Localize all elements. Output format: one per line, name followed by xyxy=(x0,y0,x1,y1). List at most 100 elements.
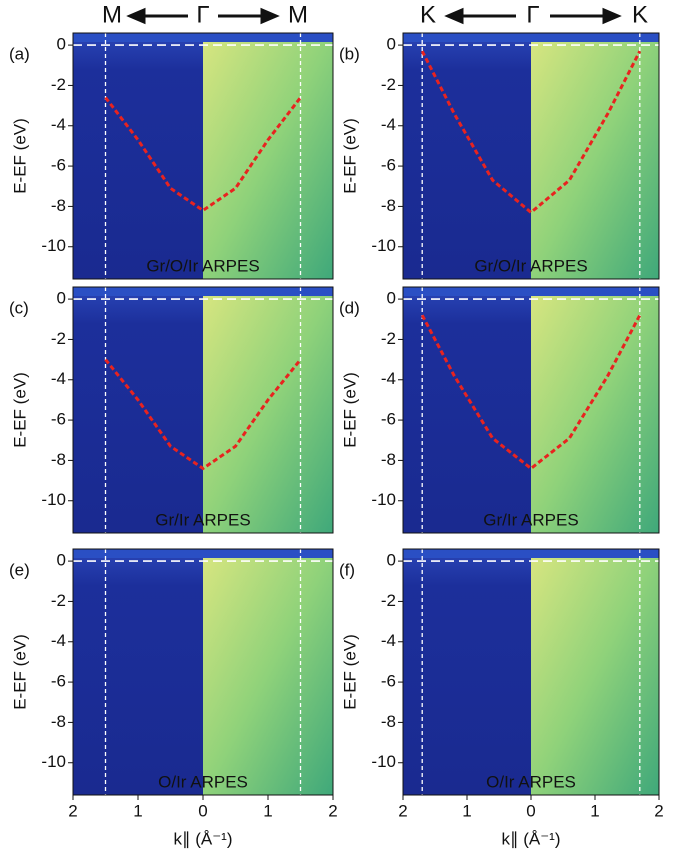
header-label: Γ xyxy=(526,1,539,28)
fit-curve xyxy=(104,96,302,213)
y-axis-label: E-EF (eV) xyxy=(10,118,29,194)
fit-curve xyxy=(104,358,302,471)
x-tick-label: 1 xyxy=(462,801,471,820)
y-tick-label: -10 xyxy=(41,236,66,255)
y-axis-label: E-EF (eV) xyxy=(10,372,29,448)
frame xyxy=(402,286,660,534)
y-axis-label: E-EF (eV) xyxy=(340,118,359,194)
frame xyxy=(72,286,334,534)
y-tick-label: -6 xyxy=(51,410,66,429)
intensity-left xyxy=(403,549,531,795)
intensity-top xyxy=(73,33,333,42)
y-tick-label: -10 xyxy=(371,490,396,509)
intensity-right xyxy=(203,33,333,279)
x-tick-label: 1 xyxy=(263,801,272,820)
fit-curve xyxy=(420,50,642,215)
y-tick-label: -8 xyxy=(51,712,66,731)
y-tick-label: -4 xyxy=(381,631,396,650)
header-label: Γ xyxy=(196,1,209,28)
annotation: Gr/Ir ARPES xyxy=(483,510,578,529)
y-axis-label: E-EF (eV) xyxy=(340,372,359,448)
x-tick-label: 2 xyxy=(68,801,77,820)
panel-label: (d) xyxy=(339,298,360,317)
panel-label: (a) xyxy=(9,44,30,63)
y-tick-label: -2 xyxy=(381,591,396,610)
y-tick-label: 0 xyxy=(57,551,66,570)
y-tick-label: -10 xyxy=(41,752,66,771)
intensity-left xyxy=(403,33,531,279)
annotation: O/Ir ARPES xyxy=(158,772,248,791)
y-tick-label: -8 xyxy=(51,450,66,469)
y-tick-label: -2 xyxy=(51,329,66,348)
y-tick-label: 0 xyxy=(57,289,66,308)
y-tick-label: -2 xyxy=(381,329,396,348)
y-tick-label: -4 xyxy=(381,115,396,134)
x-axis-label: k∥ (Å⁻¹) xyxy=(173,829,232,848)
intensity-left xyxy=(73,33,203,279)
annotation: Gr/Ir ARPES xyxy=(155,510,250,529)
intensity-top xyxy=(403,549,659,558)
x-tick-label: 2 xyxy=(654,801,663,820)
y-tick-label: -4 xyxy=(381,369,396,388)
y-tick-label: -6 xyxy=(381,410,396,429)
header-arrows xyxy=(126,7,622,25)
y-tick-label: -2 xyxy=(51,591,66,610)
x-tick-label: 2 xyxy=(328,801,337,820)
y-axis-label: E-EF (eV) xyxy=(10,634,29,710)
x-tick-label: 1 xyxy=(590,801,599,820)
y-tick-label: -4 xyxy=(51,631,66,650)
y-tick-label: -6 xyxy=(51,156,66,175)
y-tick-label: -10 xyxy=(41,490,66,509)
y-tick-label: 0 xyxy=(387,35,396,54)
intensity-top xyxy=(403,287,659,296)
fit-curve xyxy=(420,314,642,471)
y-tick-label: -8 xyxy=(51,196,66,215)
y-tick-label: 0 xyxy=(387,289,396,308)
y-tick-label: 0 xyxy=(387,551,396,570)
intensity-right xyxy=(531,549,659,795)
intensity-right xyxy=(203,287,333,533)
panel-label: (f) xyxy=(339,560,355,579)
panel-label: (b) xyxy=(339,44,360,63)
frame xyxy=(72,32,334,280)
annotation: O/Ir ARPES xyxy=(486,772,576,791)
x-axis-label: k∥ (Å⁻¹) xyxy=(501,829,560,848)
frame xyxy=(402,32,660,280)
y-tick-label: -2 xyxy=(381,75,396,94)
y-tick-label: -8 xyxy=(381,450,396,469)
y-tick-label: -10 xyxy=(371,236,396,255)
header-label: M xyxy=(288,1,308,28)
x-tick-label: 0 xyxy=(526,801,535,820)
y-tick-label: -6 xyxy=(51,672,66,691)
annotation: Gr/O/Ir ARPES xyxy=(146,256,259,275)
y-tick-label: -6 xyxy=(381,672,396,691)
intensity-left xyxy=(403,287,531,533)
y-axis-label: E-EF (eV) xyxy=(340,634,359,710)
x-tick-label: 0 xyxy=(198,801,207,820)
x-tick-label: 2 xyxy=(398,801,407,820)
y-tick-label: -4 xyxy=(51,369,66,388)
y-tick-label: -10 xyxy=(371,752,396,771)
intensity-top xyxy=(73,287,333,296)
intensity-right xyxy=(203,549,333,795)
intensity-right xyxy=(531,33,659,279)
intensity-top xyxy=(403,33,659,42)
y-tick-label: 0 xyxy=(57,35,66,54)
header-label: K xyxy=(420,1,436,28)
annotation: Gr/O/Ir ARPES xyxy=(474,256,587,275)
y-tick-label: -4 xyxy=(51,115,66,134)
y-tick-label: -2 xyxy=(51,75,66,94)
x-tick-label: 1 xyxy=(133,801,142,820)
panel-label: (e) xyxy=(9,560,30,579)
intensity-left xyxy=(73,549,203,795)
y-tick-label: -8 xyxy=(381,196,396,215)
y-tick-label: -8 xyxy=(381,712,396,731)
header-label: M xyxy=(102,1,122,28)
y-tick-label: -6 xyxy=(381,156,396,175)
intensity-right xyxy=(531,287,659,533)
panel-label: (c) xyxy=(9,298,29,317)
intensity-top xyxy=(73,549,333,558)
intensity-left xyxy=(73,287,203,533)
